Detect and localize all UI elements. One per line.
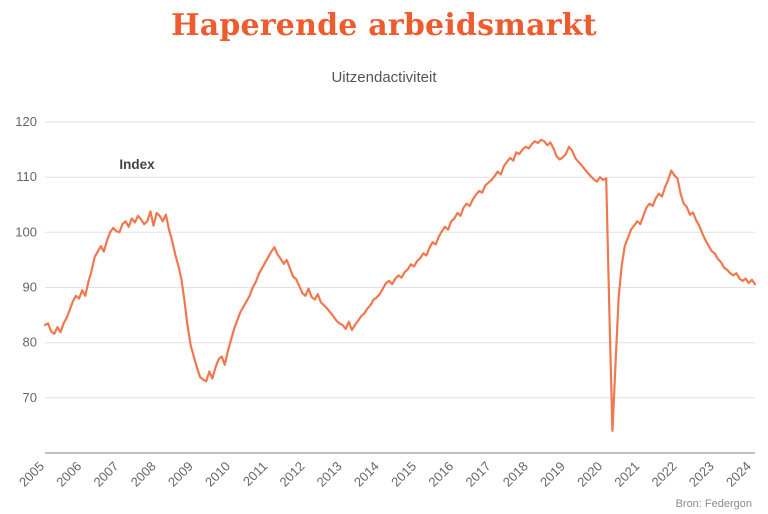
x-tick-label: 2020: [574, 459, 605, 490]
y-tick-label: 90: [23, 280, 37, 295]
x-tick-label: 2014: [351, 459, 382, 490]
page-title: Haperende arbeidsmarkt: [171, 8, 597, 43]
y-tick-label: 110: [16, 169, 37, 184]
index-annotation: Index: [119, 157, 155, 172]
y-tick-label: 120: [15, 114, 37, 129]
y-tick-label: 70: [23, 390, 37, 405]
chart-subtitle: Uitzendactiviteit: [331, 69, 437, 86]
x-tick-label: 2015: [388, 459, 419, 490]
source-label: Bron: Federgon: [675, 498, 752, 510]
x-tick-label: 2021: [611, 459, 642, 490]
x-tick-label: 2009: [165, 459, 196, 490]
x-tick-label: 2011: [240, 459, 270, 489]
y-tick-label: 80: [23, 335, 37, 350]
data-line: [43, 138, 757, 432]
y-tick-label: 100: [15, 224, 37, 239]
x-tick-label: 2008: [128, 459, 159, 490]
chart-area: 70 80 90 100 110 120 2005 2006 2007 2008 2009 2010 2…: [0, 108, 768, 508]
x-tick-label: 2012: [276, 459, 307, 490]
x-tick-label: 2018: [500, 459, 531, 490]
x-tick-label: 2017: [463, 459, 494, 490]
x-tick-label: 2022: [649, 459, 680, 490]
x-tick-label: 2019: [537, 459, 568, 490]
x-tick-label: 2016: [425, 459, 456, 490]
x-tick-label: 2006: [53, 459, 84, 490]
x-tick-label: 2013: [314, 459, 345, 490]
x-tick-label: 2024: [723, 459, 754, 490]
x-tick-label: 2010: [202, 459, 233, 490]
x-tick-label: 2007: [90, 459, 121, 490]
x-tick-label: 2005: [16, 459, 47, 490]
x-tick-label: 2023: [686, 459, 717, 490]
